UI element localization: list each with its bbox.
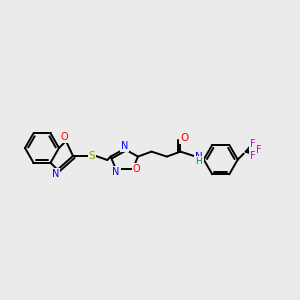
Text: N: N [52, 169, 59, 179]
Text: O: O [180, 133, 189, 143]
Text: N: N [121, 141, 128, 151]
Text: S: S [89, 151, 95, 161]
Text: O: O [60, 132, 68, 142]
Text: O: O [133, 164, 141, 174]
Text: N: N [195, 152, 202, 162]
Text: F: F [256, 145, 262, 154]
Text: F: F [250, 139, 256, 148]
Text: F: F [250, 151, 256, 160]
Text: H: H [195, 157, 202, 166]
Text: N: N [112, 167, 119, 177]
